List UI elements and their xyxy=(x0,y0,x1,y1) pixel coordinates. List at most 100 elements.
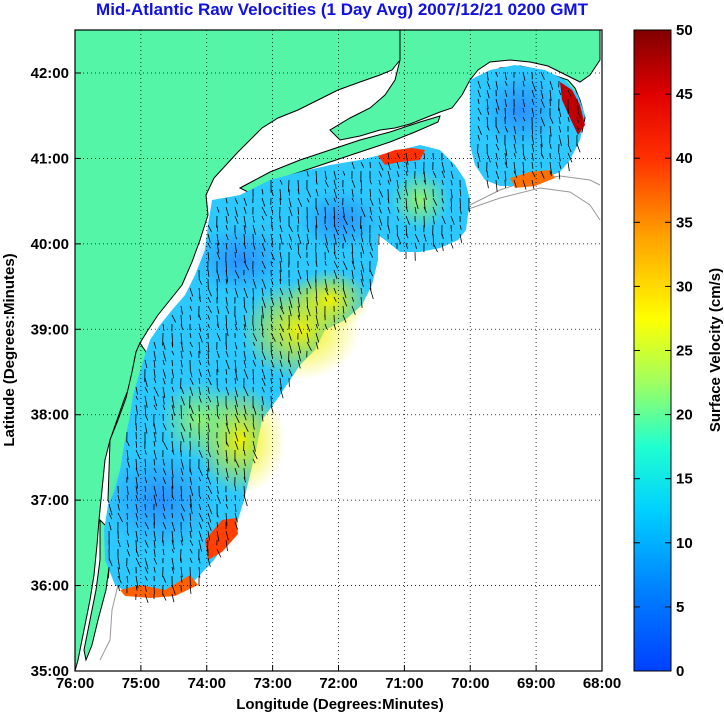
velocity-vector xyxy=(441,161,445,173)
velocity-vector xyxy=(549,161,552,175)
velocity-patch-mid xyxy=(160,380,240,460)
velocity-vector xyxy=(234,386,239,398)
colorbar-tick-label: 30 xyxy=(676,278,693,295)
velocity-vector xyxy=(504,71,507,81)
velocity-vector xyxy=(423,206,427,214)
land-mainland xyxy=(75,30,401,671)
velocity-vector xyxy=(216,287,218,300)
velocity-vector xyxy=(297,287,302,295)
velocity-vector xyxy=(252,440,256,452)
velocity-vector xyxy=(513,125,517,135)
velocity-vector xyxy=(171,440,174,454)
velocity-vector xyxy=(270,296,275,306)
velocity-vector xyxy=(171,395,175,409)
velocity-vector xyxy=(135,485,138,495)
velocity-vector xyxy=(378,179,381,186)
velocity-vector xyxy=(243,368,249,380)
velocity-vector xyxy=(387,179,390,185)
velocity-vector xyxy=(351,233,355,241)
velocity-vector xyxy=(405,161,409,173)
velocity-vector xyxy=(198,476,201,482)
velocity-vector xyxy=(297,242,300,252)
velocity-vector xyxy=(252,287,255,301)
velocity-vector xyxy=(144,530,147,537)
velocity-vector xyxy=(135,467,140,477)
velocity-vector xyxy=(333,170,337,180)
velocity-vector xyxy=(171,413,174,421)
velocity-vector xyxy=(162,341,166,350)
velocity-vector xyxy=(324,278,328,291)
velocity-vector xyxy=(351,287,354,293)
velocity-vector xyxy=(144,575,148,581)
velocity-vector xyxy=(252,278,257,289)
velocity-vector xyxy=(540,116,546,127)
velocity-vector xyxy=(189,404,194,414)
velocity-vector xyxy=(414,197,419,209)
velocity-vector xyxy=(342,269,345,276)
velocity-vector xyxy=(234,485,237,492)
velocity-vector xyxy=(297,251,302,259)
velocity-vector xyxy=(207,350,210,360)
velocity-vector xyxy=(153,386,159,397)
velocity-vector xyxy=(162,377,166,385)
x-tick-label: 71:00 xyxy=(385,675,423,692)
velocity-vector xyxy=(432,179,435,186)
velocity-vector xyxy=(315,260,318,267)
velocity-vector xyxy=(495,134,499,143)
velocity-vector xyxy=(162,503,166,512)
velocity-vector xyxy=(153,395,157,407)
velocity-vector xyxy=(216,395,219,407)
velocity-vector xyxy=(396,188,401,200)
velocity-vector xyxy=(342,206,345,218)
velocity-vector xyxy=(297,314,300,321)
velocity-vector xyxy=(180,476,184,482)
velocity-vector xyxy=(486,170,489,178)
colorbar-tick-label: 5 xyxy=(676,599,684,616)
velocity-vector xyxy=(189,341,193,348)
velocity-vector xyxy=(198,296,202,302)
velocity-vector xyxy=(162,422,167,431)
velocity-vector xyxy=(216,359,219,373)
velocity-vector xyxy=(522,98,526,107)
velocity-vector xyxy=(540,152,545,159)
velocity-vector xyxy=(288,341,293,354)
velocity-vector xyxy=(153,539,156,549)
velocity-vector xyxy=(126,512,128,520)
velocity-vector xyxy=(531,107,535,117)
velocity-vector xyxy=(216,350,220,358)
velocity-vector xyxy=(144,593,149,604)
velocity-vector xyxy=(234,260,237,268)
velocity-vector xyxy=(171,584,176,595)
velocity-patch-high-3 xyxy=(290,270,370,330)
velocity-vector xyxy=(252,224,256,235)
velocity-vector xyxy=(216,251,221,260)
velocity-vector xyxy=(297,233,302,245)
x-axis-ticks: 76:00 75:00 74:00 73:00 72:00 71:00 70:00 69:00… xyxy=(56,665,621,692)
velocity-vector xyxy=(315,323,318,329)
velocity-vector xyxy=(279,341,283,347)
velocity-vector xyxy=(333,251,337,260)
velocity-vector xyxy=(306,170,309,177)
velocity-vector xyxy=(288,359,292,368)
velocity-vector xyxy=(324,233,329,246)
x-tick-label: 72:00 xyxy=(319,675,357,692)
velocity-vector xyxy=(126,548,131,557)
velocity-vector xyxy=(360,296,363,308)
velocity-vector xyxy=(441,170,446,179)
velocity-vector xyxy=(189,368,193,378)
velocity-vector xyxy=(297,305,301,317)
velocity-vector xyxy=(306,278,312,289)
velocity-vector xyxy=(342,260,348,270)
velocity-vector xyxy=(243,314,247,327)
velocity-vector xyxy=(198,386,201,396)
velocity-vector xyxy=(108,557,113,567)
velocity-vector xyxy=(207,458,210,472)
velocity-vector xyxy=(342,215,348,226)
velocity-vector xyxy=(324,179,329,188)
velocity-vector xyxy=(405,215,410,226)
velocity-vector xyxy=(216,206,220,213)
velocity-vector xyxy=(315,332,320,343)
velocity-vector xyxy=(189,521,193,532)
velocity-vector xyxy=(243,350,247,361)
velocity-vector xyxy=(261,197,266,207)
